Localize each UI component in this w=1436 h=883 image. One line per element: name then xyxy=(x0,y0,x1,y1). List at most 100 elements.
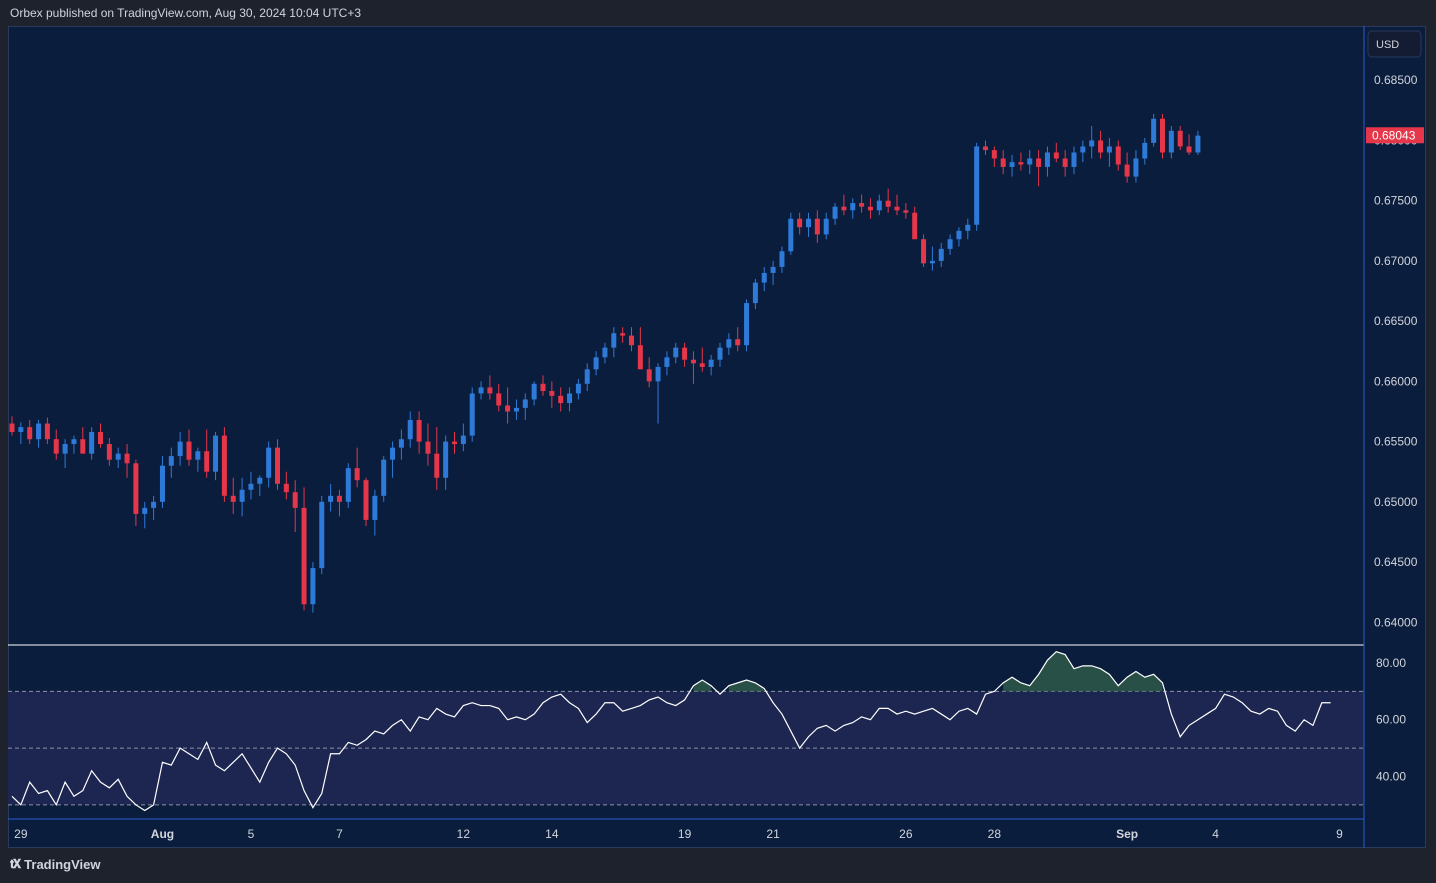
candle-body xyxy=(912,212,918,240)
price-tick-label: 0.66500 xyxy=(1374,314,1418,328)
tradingview-logo-icon: 𝐭𝐗 xyxy=(10,857,21,871)
candle-body xyxy=(1124,164,1130,177)
currency-label: USD xyxy=(1376,39,1399,51)
candle-body xyxy=(1160,118,1165,153)
candle xyxy=(1186,134,1192,155)
candle xyxy=(593,351,599,376)
candle-body xyxy=(9,423,15,432)
candle xyxy=(390,441,396,478)
candle-body xyxy=(637,345,643,370)
candle-body xyxy=(761,272,767,283)
candle-body xyxy=(443,441,449,478)
candle-body xyxy=(363,480,369,520)
candle-body xyxy=(885,200,891,207)
candle xyxy=(735,327,741,352)
candle xyxy=(929,246,935,271)
candle xyxy=(1044,146,1050,177)
candle-body xyxy=(823,218,829,235)
candle xyxy=(168,447,174,478)
candle xyxy=(965,218,971,240)
last-price-tag xyxy=(1366,127,1424,144)
candle-body xyxy=(779,251,785,267)
tradingview-brand[interactable]: 𝐭𝐗 TradingView xyxy=(10,857,101,872)
candle-body xyxy=(1018,162,1024,165)
candle-body xyxy=(531,383,537,400)
candle-body xyxy=(1062,158,1068,167)
candle xyxy=(478,381,484,400)
candle-body xyxy=(398,439,404,448)
chart-svg[interactable]: 0.685000.680000.675000.670000.665000.660… xyxy=(8,26,1426,848)
candle xyxy=(319,495,325,575)
currency-selector-box xyxy=(1367,30,1422,58)
candle-body xyxy=(1053,152,1059,159)
candle xyxy=(151,495,157,520)
candle xyxy=(567,387,573,412)
candle-body xyxy=(1115,146,1121,165)
candle-body xyxy=(328,495,334,502)
candle-body xyxy=(213,435,219,472)
candle xyxy=(1027,150,1033,175)
candle xyxy=(469,387,475,442)
candle-body xyxy=(478,387,484,394)
candle xyxy=(974,142,980,231)
candle-body xyxy=(549,391,555,396)
candle xyxy=(266,441,272,488)
candle xyxy=(956,227,962,247)
candle xyxy=(186,429,192,466)
candle-body xyxy=(513,407,519,412)
candle-body xyxy=(89,431,95,454)
candle-body xyxy=(124,453,130,464)
candle xyxy=(921,234,927,267)
candle-body xyxy=(292,492,298,508)
time-tick-label: 12 xyxy=(457,827,471,841)
candle xyxy=(505,387,511,424)
candle xyxy=(1036,150,1042,187)
candle xyxy=(629,327,634,352)
candle-body xyxy=(407,419,413,440)
candle-body xyxy=(319,501,325,569)
candle xyxy=(894,194,900,216)
candle xyxy=(823,212,829,240)
candle-body xyxy=(629,335,634,346)
axis-layer: 0.685000.680000.675000.670000.665000.660… xyxy=(8,26,1424,848)
candle xyxy=(1080,140,1086,163)
candle xyxy=(841,194,847,216)
candle-body xyxy=(664,357,670,367)
candle xyxy=(1053,142,1059,163)
candle-body xyxy=(575,383,581,394)
candle xyxy=(1160,113,1165,159)
candle-body xyxy=(1186,146,1192,153)
price-tick-label: 0.65500 xyxy=(1374,435,1418,449)
candle-body xyxy=(53,439,59,454)
candle-body xyxy=(248,483,254,490)
candle xyxy=(531,381,537,406)
candle-body xyxy=(717,347,723,360)
candle-body xyxy=(425,441,431,454)
candle-body xyxy=(354,468,360,481)
candle xyxy=(549,381,555,408)
price-tick-label: 0.68500 xyxy=(1374,73,1418,87)
candle xyxy=(496,383,502,412)
candle-body xyxy=(593,357,599,370)
candle xyxy=(938,242,944,267)
candle xyxy=(620,327,626,343)
candle-body xyxy=(797,218,803,228)
candle xyxy=(195,447,201,472)
candle-body xyxy=(257,477,263,484)
currency-selector[interactable]: USD xyxy=(1367,30,1422,58)
candle-body xyxy=(36,423,42,440)
candle xyxy=(159,456,165,508)
candle-body xyxy=(159,465,165,502)
price-tick-label: 0.67000 xyxy=(1374,254,1418,268)
candle-body xyxy=(1133,158,1139,177)
candle xyxy=(434,427,440,490)
rsi-line xyxy=(11,650,1331,812)
candle xyxy=(1071,146,1077,175)
candle xyxy=(1151,113,1157,147)
candle-body xyxy=(947,239,953,249)
candle-body xyxy=(195,451,201,460)
candle-body xyxy=(522,399,528,408)
candle xyxy=(1000,150,1006,175)
candle xyxy=(673,342,679,364)
candle xyxy=(106,438,112,466)
